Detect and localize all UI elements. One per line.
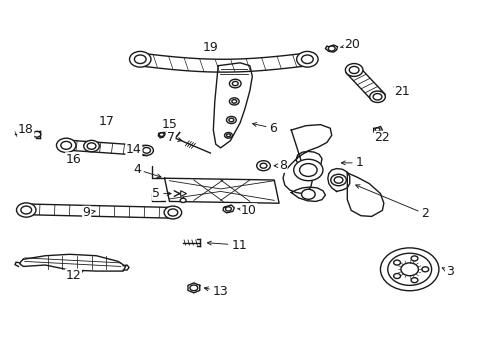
- Circle shape: [224, 132, 232, 138]
- Circle shape: [422, 267, 429, 272]
- Polygon shape: [213, 63, 252, 148]
- Circle shape: [411, 278, 418, 283]
- Circle shape: [129, 51, 151, 67]
- Polygon shape: [64, 140, 148, 156]
- Circle shape: [380, 248, 439, 291]
- Circle shape: [229, 118, 234, 122]
- Polygon shape: [188, 283, 200, 293]
- Text: 3: 3: [442, 265, 454, 278]
- Text: 15: 15: [162, 118, 177, 133]
- Text: 6: 6: [253, 122, 277, 135]
- Polygon shape: [165, 178, 279, 203]
- Text: 19: 19: [203, 41, 219, 54]
- Circle shape: [226, 116, 236, 123]
- Polygon shape: [181, 191, 187, 197]
- Polygon shape: [20, 254, 125, 271]
- Circle shape: [190, 285, 198, 291]
- Circle shape: [134, 55, 146, 64]
- Polygon shape: [223, 205, 234, 213]
- Text: 4: 4: [133, 163, 161, 178]
- Circle shape: [411, 256, 418, 261]
- Circle shape: [84, 140, 99, 152]
- Circle shape: [296, 51, 318, 67]
- Circle shape: [375, 128, 380, 131]
- Circle shape: [370, 91, 385, 103]
- Circle shape: [61, 141, 72, 149]
- Text: 9: 9: [83, 206, 95, 219]
- Circle shape: [257, 161, 270, 171]
- Circle shape: [393, 260, 400, 265]
- Circle shape: [401, 263, 418, 276]
- Text: 17: 17: [98, 114, 114, 127]
- Circle shape: [140, 145, 153, 156]
- Circle shape: [345, 64, 363, 76]
- Circle shape: [229, 79, 241, 88]
- Text: 14: 14: [126, 143, 143, 156]
- Text: 11: 11: [207, 239, 247, 252]
- Text: 22: 22: [374, 131, 390, 144]
- Circle shape: [301, 189, 315, 199]
- Circle shape: [87, 143, 96, 149]
- Circle shape: [331, 174, 346, 186]
- Circle shape: [17, 203, 36, 217]
- Circle shape: [180, 198, 186, 203]
- Text: 21: 21: [393, 85, 410, 98]
- Circle shape: [299, 163, 317, 176]
- Text: 1: 1: [342, 156, 364, 169]
- Text: 5: 5: [152, 187, 171, 200]
- Polygon shape: [325, 45, 338, 52]
- Text: 18: 18: [18, 123, 34, 136]
- Polygon shape: [158, 131, 165, 138]
- Circle shape: [260, 163, 267, 168]
- Text: 7: 7: [167, 131, 182, 144]
- Text: 12: 12: [66, 269, 83, 282]
- Circle shape: [159, 133, 164, 136]
- Circle shape: [294, 159, 323, 181]
- Text: 13: 13: [204, 285, 228, 298]
- Circle shape: [225, 207, 231, 211]
- Circle shape: [21, 206, 31, 214]
- Circle shape: [393, 274, 400, 279]
- Circle shape: [388, 253, 432, 285]
- Circle shape: [164, 206, 182, 219]
- Circle shape: [373, 94, 382, 100]
- Text: 20: 20: [341, 39, 360, 51]
- Text: 16: 16: [66, 153, 81, 166]
- Polygon shape: [24, 204, 174, 218]
- Text: 8: 8: [274, 159, 287, 172]
- Circle shape: [232, 81, 238, 86]
- Polygon shape: [346, 66, 386, 101]
- Circle shape: [334, 177, 343, 183]
- Text: 2: 2: [356, 185, 429, 220]
- Circle shape: [56, 138, 76, 153]
- Circle shape: [229, 98, 239, 105]
- Polygon shape: [291, 187, 325, 202]
- Circle shape: [33, 131, 41, 137]
- Circle shape: [301, 55, 313, 64]
- Circle shape: [349, 66, 359, 73]
- Circle shape: [232, 100, 237, 103]
- Circle shape: [143, 148, 150, 153]
- Circle shape: [226, 134, 230, 137]
- Polygon shape: [328, 168, 350, 192]
- Circle shape: [328, 46, 335, 51]
- Polygon shape: [374, 126, 382, 134]
- Polygon shape: [347, 173, 384, 216]
- Circle shape: [168, 209, 178, 216]
- Polygon shape: [283, 125, 332, 194]
- Text: 10: 10: [238, 204, 257, 217]
